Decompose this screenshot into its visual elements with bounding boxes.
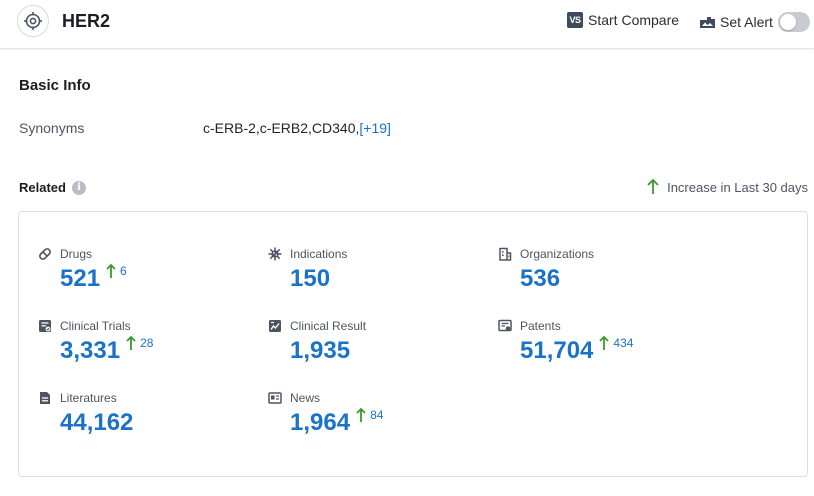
- synonyms-label: Synonyms: [19, 120, 84, 136]
- up-arrow-icon: [126, 336, 136, 351]
- alert-toggle[interactable]: [778, 12, 810, 32]
- page-title: HER2: [62, 11, 110, 32]
- stat-increase-value: 28: [140, 336, 153, 350]
- stat-clinical-result[interactable]: Clinical Result 1,935: [268, 318, 488, 365]
- stat-label: Clinical Result: [290, 319, 366, 333]
- set-alert-label: Set Alert: [720, 14, 773, 30]
- stat-increase-value: 434: [613, 336, 633, 350]
- related-stats-card: Drugs 521 6 Indications 150 Organization…: [18, 211, 808, 477]
- stat-value[interactable]: 521: [60, 265, 100, 293]
- virus-icon: [268, 247, 282, 261]
- stat-news[interactable]: News 1,964 84: [268, 390, 488, 437]
- stat-value[interactable]: 44,162: [60, 409, 133, 437]
- stat-increase[interactable]: 84: [356, 408, 383, 423]
- synonyms-value: c-ERB-2,c-ERB2,CD340,[+19]: [203, 120, 391, 136]
- stat-label: Drugs: [60, 247, 92, 261]
- increase-legend: Increase in Last 30 days: [647, 179, 808, 195]
- pill-icon: [38, 247, 52, 261]
- related-heading: Related i: [19, 180, 86, 195]
- stat-label: Literatures: [60, 391, 117, 405]
- newspaper-icon: [268, 391, 282, 405]
- stat-increase-value: 84: [370, 408, 383, 422]
- up-arrow-icon: [647, 179, 659, 195]
- stat-value[interactable]: 1,964: [290, 409, 350, 437]
- stat-increase-value: 6: [120, 264, 127, 278]
- stat-label: Patents: [520, 319, 561, 333]
- stat-value[interactable]: 536: [520, 265, 560, 293]
- related-title: Related: [19, 180, 66, 195]
- stat-increase[interactable]: 434: [599, 336, 633, 351]
- page-header: HER2 VS Start Compare Set Alert: [0, 0, 814, 49]
- basic-info-heading: Basic Info: [19, 77, 91, 94]
- start-compare-label: Start Compare: [588, 12, 679, 28]
- stat-increase[interactable]: 28: [126, 336, 153, 351]
- clinical-trial-icon: [38, 319, 52, 333]
- stat-organizations[interactable]: Organizations 536: [498, 246, 718, 293]
- stat-value[interactable]: 150: [290, 265, 330, 293]
- info-icon[interactable]: i: [72, 181, 86, 195]
- stat-value[interactable]: 3,331: [60, 337, 120, 365]
- stat-clinical-trials[interactable]: Clinical Trials 3,331 28: [38, 318, 258, 365]
- patent-icon: [498, 319, 512, 333]
- compare-icon: VS: [567, 12, 583, 28]
- synonyms-more-link[interactable]: [+19]: [359, 120, 391, 136]
- stat-patents[interactable]: Patents 51,704 434: [498, 318, 718, 365]
- alert-icon: [699, 15, 716, 29]
- up-arrow-icon: [106, 264, 116, 279]
- stat-value[interactable]: 51,704: [520, 337, 593, 365]
- document-icon: [38, 391, 52, 405]
- set-alert-control[interactable]: Set Alert: [699, 12, 810, 32]
- stat-label: Organizations: [520, 247, 594, 261]
- building-icon: [498, 247, 512, 261]
- start-compare-button[interactable]: VS Start Compare: [567, 12, 679, 28]
- target-icon: [17, 5, 49, 37]
- stat-value[interactable]: 1,935: [290, 337, 350, 365]
- stat-drugs[interactable]: Drugs 521 6: [38, 246, 258, 293]
- stat-label: News: [290, 391, 320, 405]
- increase-legend-label: Increase in Last 30 days: [667, 180, 808, 195]
- stat-indications[interactable]: Indications 150: [268, 246, 488, 293]
- up-arrow-icon: [599, 336, 609, 351]
- synonyms-text: c-ERB-2,c-ERB2,CD340,: [203, 120, 359, 136]
- stat-literatures[interactable]: Literatures 44,162: [38, 390, 258, 437]
- stat-increase[interactable]: 6: [106, 264, 127, 279]
- chart-image-icon: [268, 319, 282, 333]
- stat-label: Indications: [290, 247, 347, 261]
- up-arrow-icon: [356, 408, 366, 423]
- stat-label: Clinical Trials: [60, 319, 131, 333]
